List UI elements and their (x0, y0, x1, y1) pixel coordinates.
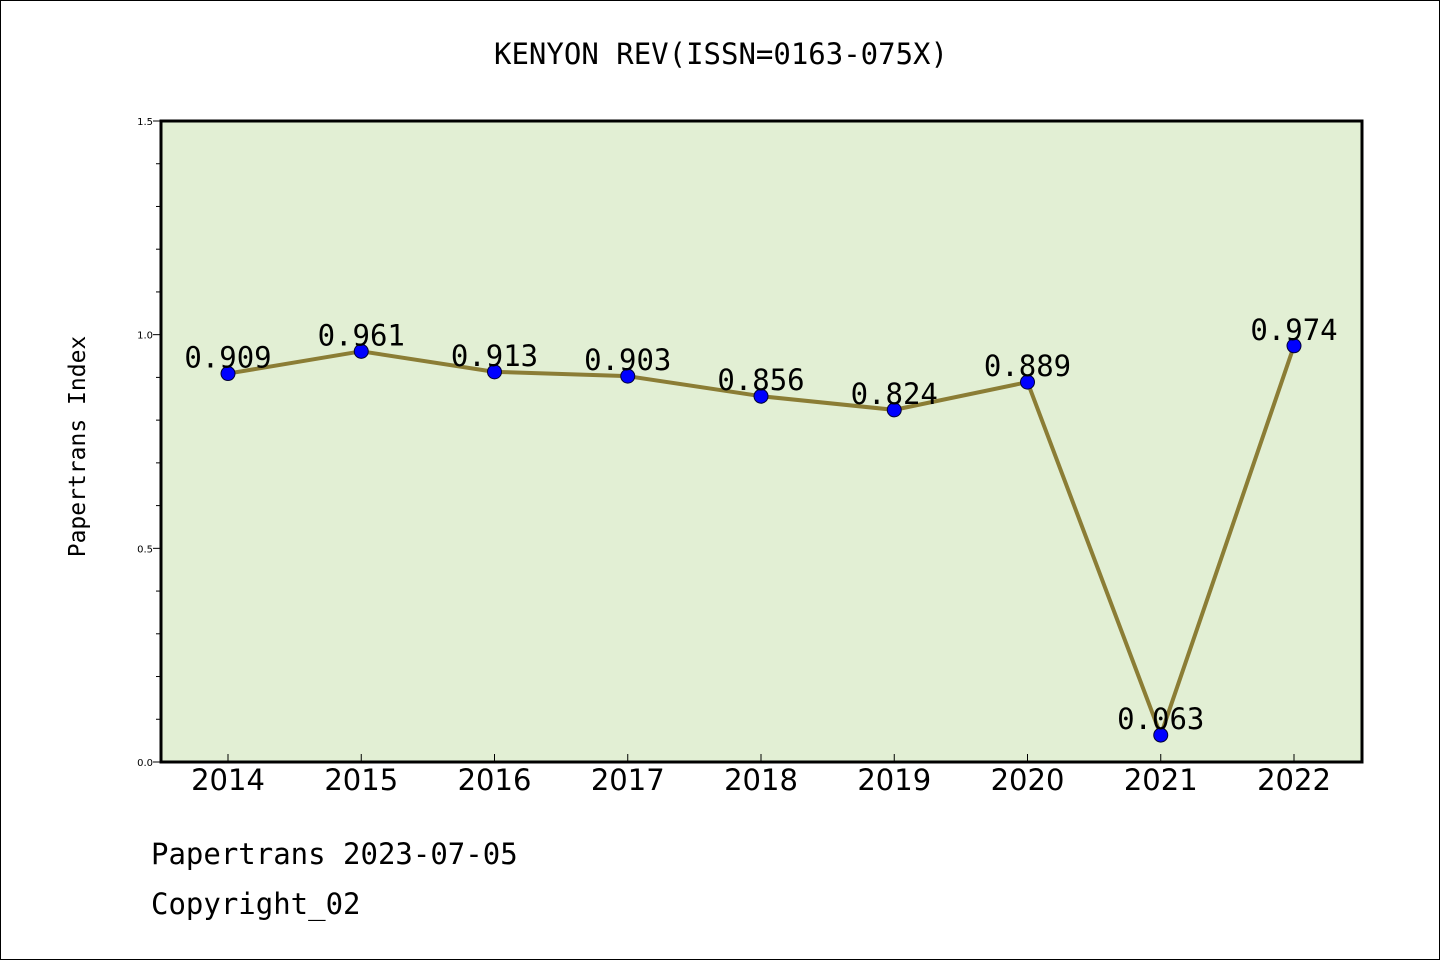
x-tick-label: 2015 (324, 763, 398, 797)
data-labels: 0.909 0.961 0.913 0.903 0.856 0.824 0.889 0.063… (184, 313, 1337, 736)
x-tick-label: 2018 (724, 763, 798, 797)
data-label: 0.063 (1117, 702, 1204, 736)
y-axis-label: Papertrans Index (65, 336, 91, 558)
x-axis: 2014 2015 2016 2017 2018 2019 2020 2021 2022 (191, 754, 1331, 797)
data-label: 0.961 (318, 318, 405, 352)
data-label: 0.824 (851, 377, 938, 411)
data-label: 0.913 (451, 339, 538, 373)
data-point (753, 388, 769, 404)
data-point (620, 368, 636, 384)
footer-date: Papertrans 2023-07-05 (151, 837, 518, 871)
x-tick-label: 2019 (857, 763, 931, 797)
series-markers (220, 338, 1302, 743)
footer-copyright: Copyright_02 (151, 887, 361, 921)
data-label: 0.909 (184, 341, 271, 375)
x-tick-label: 2022 (1257, 763, 1331, 797)
x-tick-label: 2020 (991, 763, 1065, 797)
data-point (1286, 338, 1302, 354)
plot-area (161, 121, 1362, 762)
y-tick-label: 1.5 (137, 117, 153, 128)
x-tick-label: 2017 (591, 763, 665, 797)
data-point (353, 343, 369, 359)
y-tick-label: 1.0 (137, 331, 153, 342)
data-label: 0.889 (984, 349, 1071, 383)
data-point (886, 402, 902, 418)
y-axis: 0.0 0.5 1.0 1.5 (137, 117, 161, 769)
x-tick-label: 2016 (458, 763, 532, 797)
y-tick-label: 0.0 (137, 758, 153, 769)
chart-title: KENYON REV(ISSN=0163-075X) (494, 37, 948, 71)
x-tick-label: 2014 (191, 763, 265, 797)
data-label: 0.856 (717, 363, 804, 397)
data-point (487, 364, 502, 380)
data-label: 0.903 (584, 343, 671, 377)
data-label: 0.974 (1250, 313, 1337, 347)
y-tick-label: 0.5 (137, 544, 153, 555)
data-point (1020, 374, 1035, 390)
data-point (220, 366, 236, 382)
plot-frame (159, 119, 1364, 764)
x-tick-label: 2021 (1124, 763, 1198, 797)
data-point (1153, 727, 1169, 743)
